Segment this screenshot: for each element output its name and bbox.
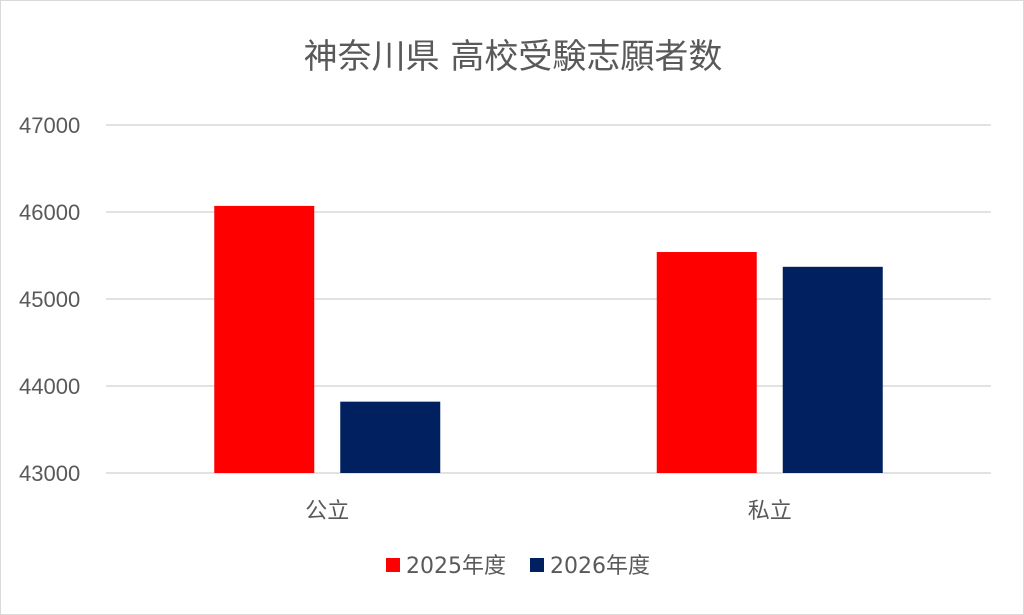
x-category-label: 公立 — [305, 499, 349, 524]
y-tick-label: 47000 — [19, 113, 80, 138]
x-axis-categories: 公立 私立 — [305, 499, 792, 524]
bars — [214, 205, 883, 473]
y-tick-label: 46000 — [19, 200, 80, 225]
bar — [782, 266, 883, 473]
y-tick-label: 45000 — [19, 287, 80, 312]
bar — [656, 252, 757, 473]
legend: 2025年度 2026年度 — [386, 554, 650, 579]
chart-title: 神奈川県 高校受験志願者数 — [304, 37, 723, 77]
legend-swatch — [386, 558, 400, 572]
bar — [340, 401, 441, 473]
y-tick-label: 44000 — [19, 374, 80, 399]
y-tick-label: 43000 — [19, 461, 80, 486]
bar — [214, 205, 315, 473]
x-category-label: 私立 — [748, 499, 792, 524]
legend-swatch — [530, 558, 544, 572]
legend-label: 2026年度 — [550, 554, 650, 579]
y-axis-ticks: 43000 44000 45000 46000 47000 — [19, 113, 80, 486]
legend-label: 2025年度 — [406, 554, 506, 579]
